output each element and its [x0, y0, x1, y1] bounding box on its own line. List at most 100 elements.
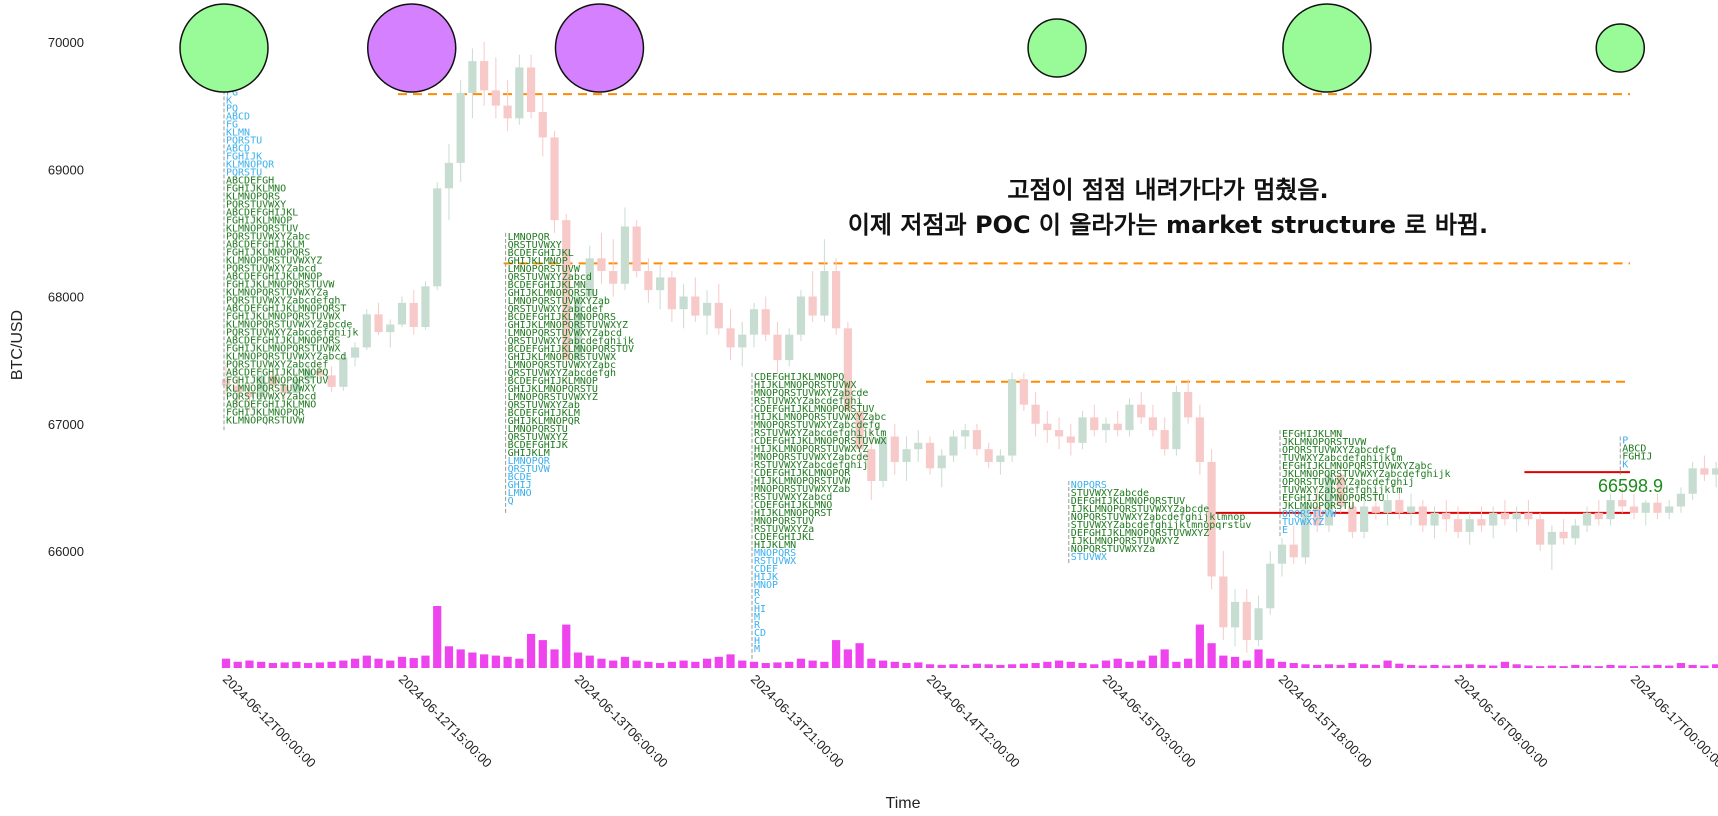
tpo-row: LMNOPQRSTUVW [508, 264, 581, 275]
volume-bar [1043, 661, 1052, 668]
candle-body [832, 271, 841, 329]
tpo-row: K [226, 95, 232, 106]
tpo-row: FG [226, 87, 238, 98]
volume-bar [1571, 664, 1580, 668]
volume-bar [702, 658, 712, 668]
volume-bar [609, 660, 618, 668]
tpo-row: QRSTUVWXYZabcdef [508, 304, 604, 315]
volume-bar [315, 662, 324, 668]
volume-bar [1547, 665, 1556, 668]
volume-bar [1477, 664, 1486, 668]
volume-bar [280, 662, 289, 668]
volume-bar [1500, 661, 1510, 668]
candle-body [1277, 544, 1287, 564]
tpo-row: IJKLMNOPQRSTUVWXYZ [1071, 536, 1179, 547]
candle-body [444, 162, 454, 189]
tpo-row: P [1622, 435, 1628, 446]
volume-bar [679, 660, 688, 668]
volume-bar [738, 660, 747, 668]
volume-bar [585, 655, 594, 668]
candle-body [433, 188, 442, 287]
tpo-row: RSTUVWXYZabcdefghijklm [754, 428, 886, 439]
volume-bar [1195, 624, 1204, 668]
tpo-row: DEFGHIJKLMNOPQRSTUVWXYZ [1071, 528, 1209, 539]
tpo-row: GHIJKLMNOPQRSTUVWXYZ [508, 320, 628, 331]
tpo-row: CDEFGHIJKLMNOPQRSTUVWX [754, 436, 886, 447]
volume-bar [961, 664, 970, 668]
candle-body [749, 309, 759, 335]
signal-bubble [1595, 23, 1646, 73]
tpo-row: LMNOPQRSTUVWXYZab [508, 296, 610, 307]
volume-bar [304, 663, 313, 668]
tpo-row: FGHIJKLMNOPQRSTUVWX [226, 343, 340, 354]
tpo-row: CDEFGHIJKLMNO [754, 500, 832, 511]
volume-bar [503, 656, 512, 668]
volume-bar [1078, 663, 1087, 668]
candle-body [585, 258, 594, 297]
candle-body [937, 455, 946, 469]
volume-bar [843, 649, 852, 668]
tpo-row: ABCDEFGHIJKLM [226, 239, 304, 250]
candle-body [268, 375, 278, 386]
candle-body [1418, 506, 1427, 526]
tpo-row: ABCDEFGHIJKLMNOPQRST [226, 303, 346, 314]
tpo-row: NOPQRSTUVWXYZabcdefghijklmnop [1071, 512, 1246, 523]
volume-bar [362, 655, 371, 668]
volume-bar [257, 661, 266, 668]
candle-body [526, 67, 536, 112]
tpo-row: BCDE [508, 472, 532, 483]
candle-body [1383, 500, 1392, 513]
signal-bubble [554, 3, 645, 93]
candle-body [515, 67, 524, 119]
candle-body [1336, 474, 1345, 507]
volume-bar [526, 633, 536, 668]
tpo-row: CDEFGHIJKLMNOPQR [754, 468, 851, 479]
candle-body [1101, 423, 1111, 431]
tpo-row: R [754, 620, 761, 631]
x-tick-label: 2024-06-15T03:00:00 [1100, 672, 1199, 771]
y-tick-label: 70000 [48, 35, 84, 50]
candle-body [1676, 493, 1686, 507]
candle-body [573, 296, 583, 361]
volume-layer [221, 606, 1718, 668]
tpo-row: GHIJKLM [508, 448, 550, 459]
candle-body [409, 302, 418, 328]
tpo-row: FGHIJKLMNOPQRS [226, 247, 310, 258]
candle-body [280, 385, 289, 394]
tpo-row: RSTUVWXYZabcdefghij [754, 460, 868, 471]
candle-body [1618, 500, 1627, 507]
candle-body [1031, 404, 1040, 424]
tpo-row: KLMN [226, 127, 250, 138]
candle-body [1266, 563, 1275, 609]
tpo-row: MNOPQRSTUVWXYZabcde [754, 388, 868, 399]
candle-body [984, 449, 993, 462]
volume-bar [1019, 663, 1028, 668]
candle-body [820, 271, 829, 316]
tpo-row: OPQRSTUVWXYZabcdefghij [1282, 477, 1414, 488]
volume-bar [1700, 665, 1709, 668]
volume-bar [1418, 665, 1427, 668]
tpo-row: KLMNOPQRSTUVWXYZabcd [226, 351, 346, 362]
candle-body [1594, 512, 1603, 520]
candle-body [1536, 519, 1545, 545]
volume-bar [867, 658, 876, 668]
tpo-row: HIJKLMN [754, 540, 796, 551]
tpo-row: FGHIJ [1622, 451, 1652, 462]
candles-layer [221, 42, 1718, 653]
volume-bar [832, 640, 841, 668]
candle-body [738, 334, 747, 348]
volume-bar [796, 658, 806, 668]
candle-body [667, 277, 676, 310]
candle-body [773, 334, 782, 361]
volume-bar [433, 606, 442, 668]
tpo-row: GHIJKLMNOP [508, 256, 568, 267]
volume-bar [656, 663, 665, 668]
candle-body [1207, 461, 1216, 577]
candle-body [914, 442, 923, 450]
candle-body [949, 436, 958, 456]
tpo-row: HIJKLMNOPQRSTUVWXYZabc [754, 412, 886, 423]
tpo-row: HIJK [754, 572, 778, 583]
tpo-row: NOPQRS [1071, 480, 1107, 491]
tpo-row: ABCDEFGHIJKL [226, 207, 298, 218]
candle-body [961, 430, 970, 437]
